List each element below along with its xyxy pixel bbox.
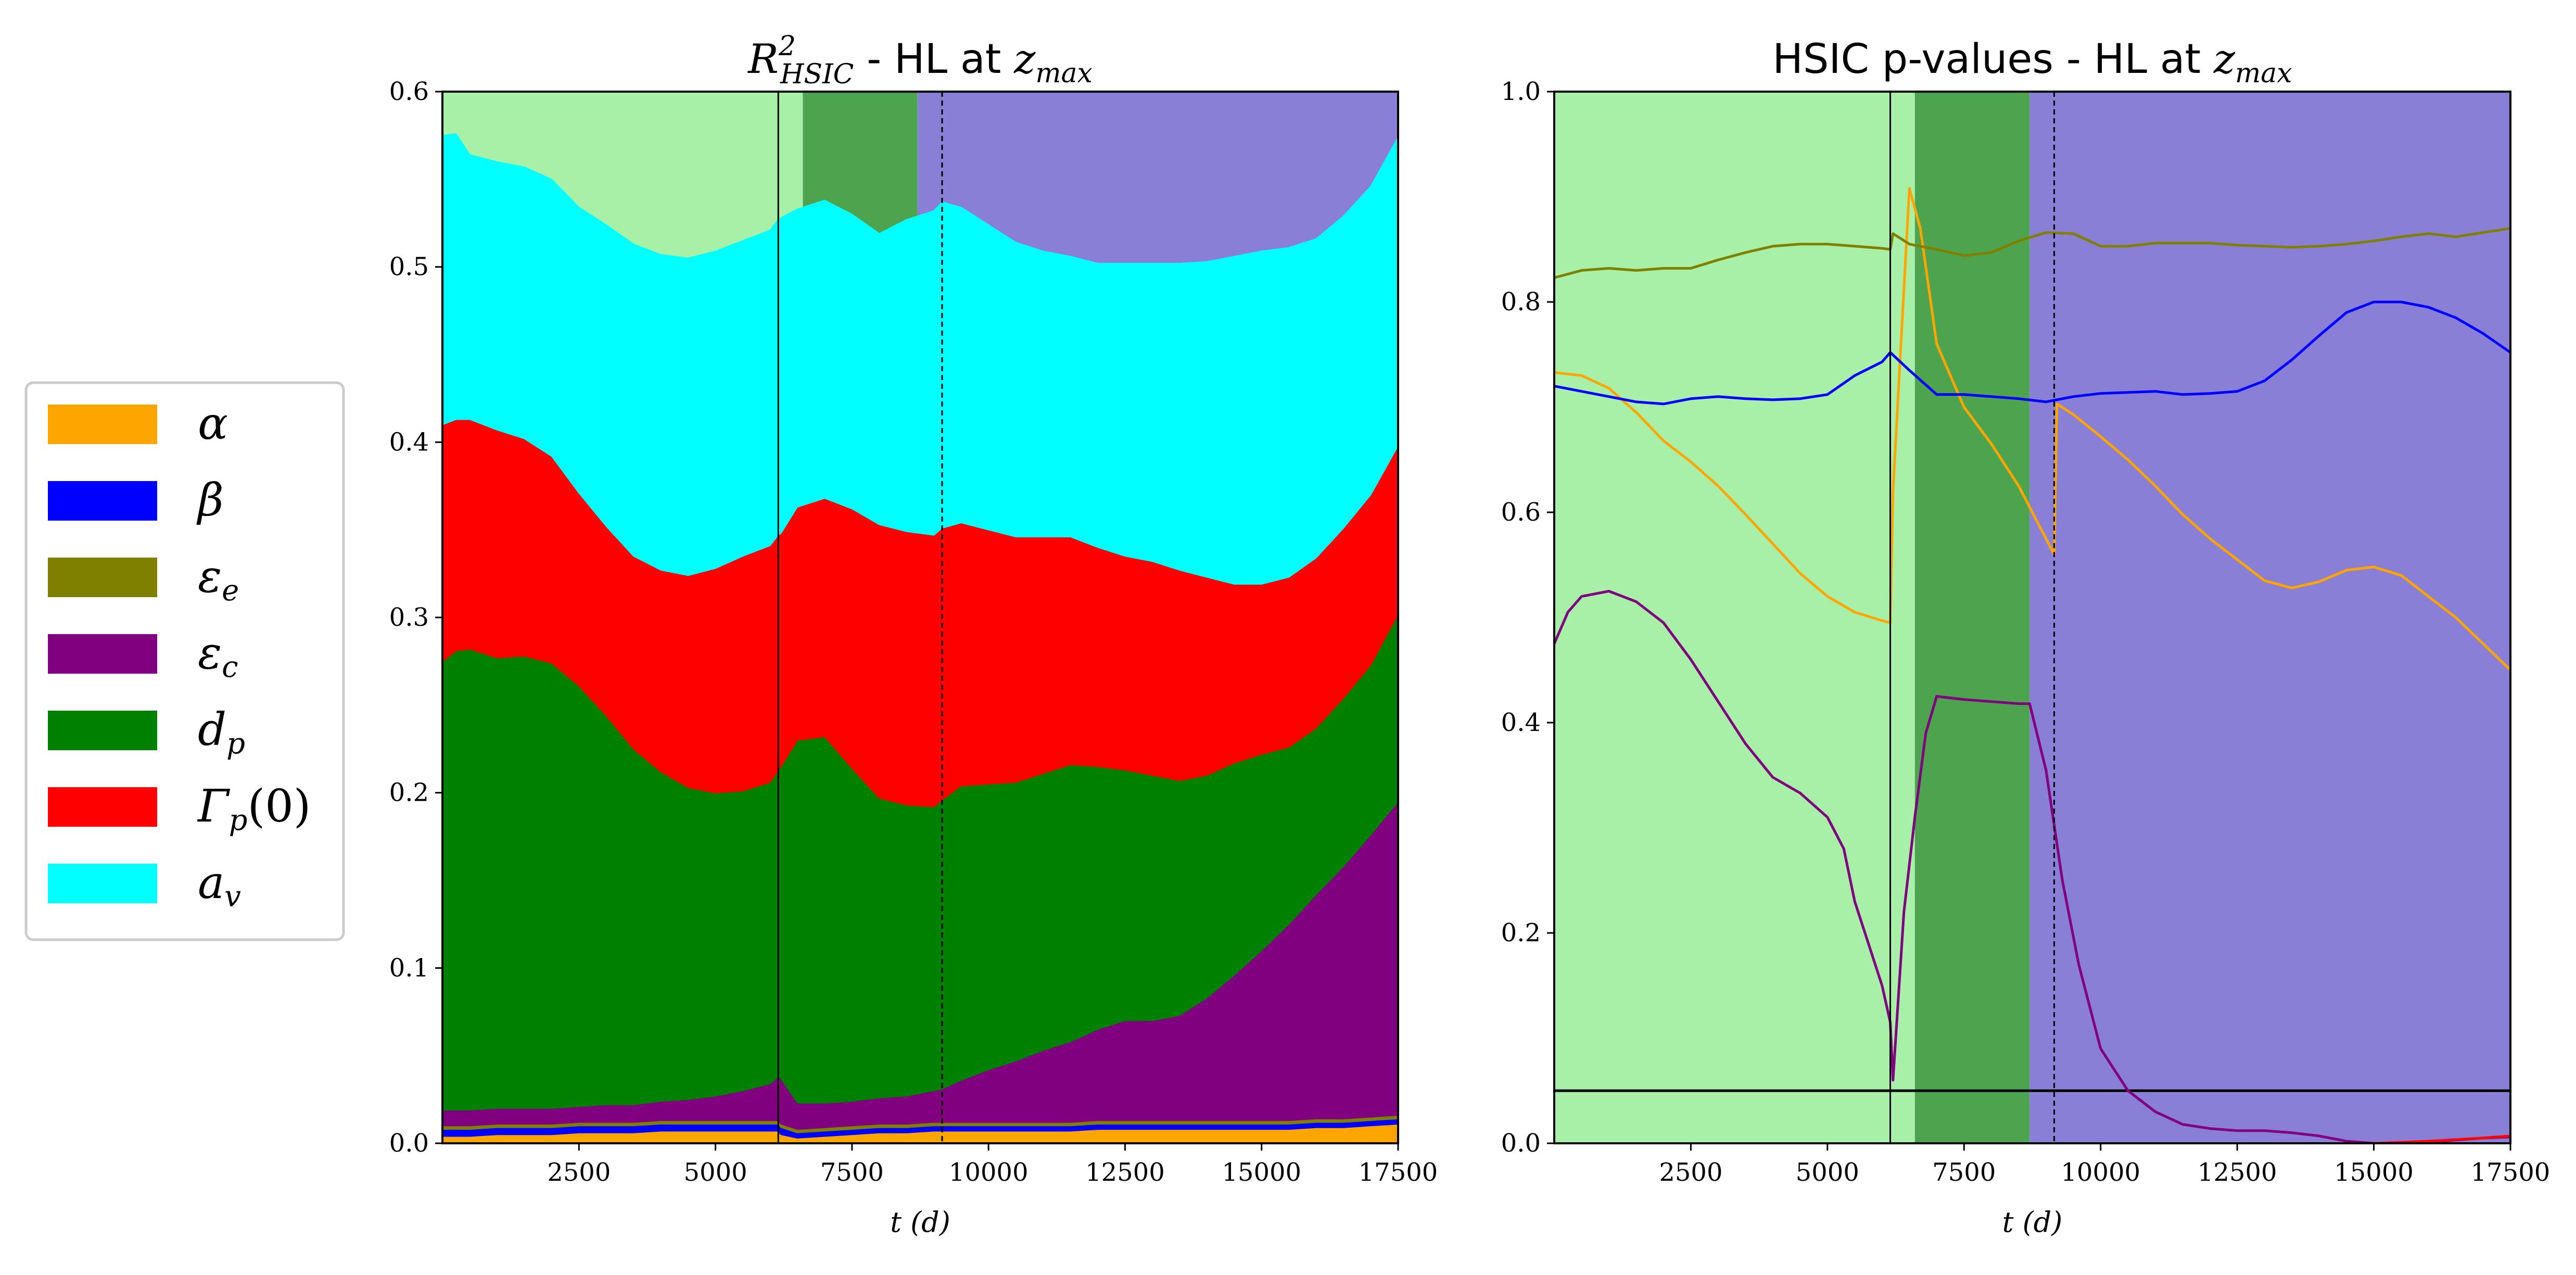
y-tick-label: 0.6 [389, 77, 429, 106]
x-tick-label: 7500 [820, 1158, 884, 1187]
y-tick-label: 0.6 [1501, 498, 1541, 527]
x-tick-label: 15000 [1222, 1158, 1301, 1187]
plot-area [442, 92, 1398, 1143]
axes-frame [1553, 91, 2511, 1144]
x-tick-label: 5000 [1796, 1158, 1859, 1187]
x-tick-label: 10000 [2061, 1158, 2140, 1187]
legend: αβ εe εc dp Γp(0) av [24, 381, 345, 941]
y-tick-label: 1.0 [1501, 77, 1541, 106]
y-tick-label: 0.5 [389, 253, 429, 282]
legend-swatch [48, 558, 157, 597]
legend-swatch [48, 481, 157, 521]
x-tick-label: 17500 [1359, 1158, 1438, 1187]
x-tick-label: 2500 [1659, 1158, 1722, 1187]
chart-title: R2 HSIC - HL at zmax [747, 31, 1093, 90]
hsic-pvalues-panel: 2500 5000 7500 10000 12500 15000 17500 0.0 0.2 0.… [1501, 36, 2550, 1239]
background-region-2 [1914, 92, 2030, 1143]
legend-label: β [196, 474, 224, 526]
chart-title: HSIC p-values - HL at zmax [1772, 36, 2292, 89]
area-series-a-v-7 [442, 133, 1398, 585]
y-tick-label: 0.8 [1501, 287, 1541, 317]
line-series-2 [1554, 300, 2510, 406]
legend-swatch [48, 405, 157, 444]
y-tick-label: 0.2 [389, 778, 429, 807]
x-axis-label: t (d) [890, 1206, 950, 1239]
background-region-3 [2029, 92, 2510, 1143]
y-tick-label: 0.1 [389, 953, 429, 982]
x-tick-label: 17500 [2471, 1158, 2550, 1187]
legend-swatch [48, 634, 157, 674]
legend-swatch [48, 787, 157, 827]
legend-label: dp [198, 704, 245, 761]
y-tick-label: 0.4 [1501, 708, 1541, 737]
legend-label: εc [198, 627, 238, 684]
x-tick-label: 15000 [2334, 1158, 2414, 1187]
x-tick-label: 5000 [683, 1158, 747, 1187]
x-tick-label: 2500 [547, 1158, 611, 1187]
line-series-3 [1554, 227, 2510, 279]
y-tick-label: 0.2 [1501, 918, 1541, 948]
legend-label: α [198, 398, 228, 450]
x-tick-label: 12500 [1085, 1158, 1165, 1187]
x-tick-label: 10000 [949, 1158, 1029, 1187]
background-region-1 [1554, 92, 1915, 1143]
y-tick-label: 0.3 [389, 603, 429, 632]
legend-label: av [198, 857, 241, 914]
line-series-1 [1554, 187, 2510, 671]
x-axis-label: t (d) [2002, 1206, 2063, 1239]
y-tick-label: 0.4 [389, 427, 429, 457]
legend-label: εe [198, 551, 239, 608]
y-tick-label: 0.0 [389, 1129, 429, 1158]
legend-swatch [48, 711, 157, 750]
y-tick-label: 0.0 [1501, 1129, 1541, 1158]
plot-area [1554, 92, 2510, 1143]
line-series-4 [1554, 590, 2510, 1143]
x-tick-label: 12500 [2198, 1158, 2277, 1187]
x-tick-label: 7500 [1932, 1158, 1996, 1187]
r2-hsic-panel: 2500 5000 7500 10000 12500 15000 17500 0.0 0.1 0.… [389, 31, 1438, 1239]
legend-swatch [48, 864, 157, 903]
legend-label: Γp(0) [197, 780, 311, 837]
